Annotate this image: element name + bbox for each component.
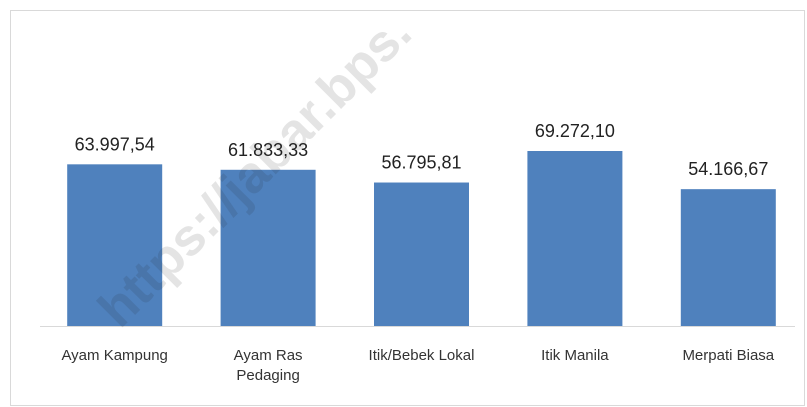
data-label: 54.166,67: [688, 159, 768, 179]
data-label: 63.997,54: [75, 134, 155, 154]
bar: [220, 169, 316, 326]
data-label: 61.833,33: [228, 140, 308, 160]
x-tick-label: Ayam Ras Pedaging: [233, 347, 303, 384]
bar: [527, 151, 623, 326]
data-label: 69.272,10: [535, 121, 615, 141]
bar: [374, 182, 469, 326]
data-label: 56.795,81: [381, 153, 461, 173]
chart-frame: [10, 10, 805, 406]
bar: [680, 189, 776, 326]
x-tick-label: Itik Manila: [541, 347, 609, 364]
bar: [67, 164, 163, 326]
x-tick-label: Itik/Bebek Lokal: [368, 347, 475, 364]
x-tick-label: Merpati Biasa: [682, 347, 775, 364]
x-tick-label: Ayam Kampung: [61, 347, 168, 364]
